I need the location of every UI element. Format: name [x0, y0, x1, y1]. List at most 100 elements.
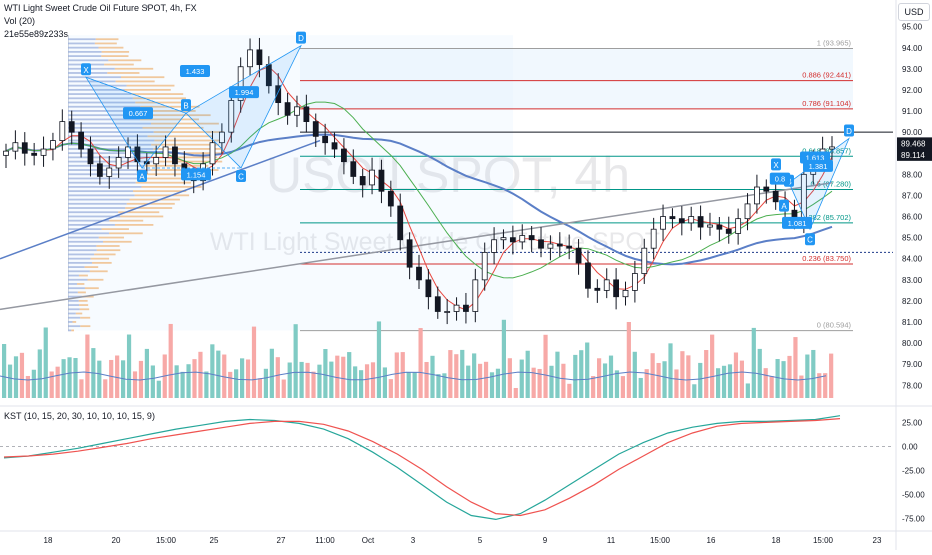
candle-body [556, 243, 563, 247]
profile-bar-up [68, 177, 147, 180]
candle [660, 204, 666, 241]
profile-bar-up [68, 93, 132, 95]
close-icon[interactable]: × [144, 2, 150, 13]
profile-bar-up [68, 245, 97, 247]
candle [21, 132, 28, 166]
volume-bar [537, 368, 542, 398]
profile-bar-down [78, 299, 88, 302]
volume-bar [430, 355, 435, 398]
profile-bar-down [96, 249, 121, 252]
volume-bar [382, 367, 387, 398]
candle-body [12, 142, 19, 152]
price-tick-label: 81.00 [902, 318, 923, 327]
volume-bar [400, 352, 405, 398]
candle-body [772, 190, 779, 203]
profile-bar-down [118, 211, 160, 214]
profile-bar-up [68, 139, 155, 142]
profile-bar-down [140, 118, 199, 121]
profile-bar-down [151, 143, 220, 146]
profile-bar-up [68, 181, 136, 184]
volume-bar [275, 357, 280, 398]
kst-legend[interactable]: KST (10, 15, 20, 30, 10, 10, 10, 15, 9) [4, 411, 155, 421]
profile-bar-up [68, 46, 99, 49]
profile-bar-up [68, 236, 99, 239]
profile-bar-down [120, 215, 164, 218]
volume-bar [448, 350, 453, 398]
fib-level-label: 1 (93.965) [817, 38, 852, 47]
volume-bar [775, 359, 780, 398]
volume-bar [192, 359, 197, 398]
volume-bar [591, 376, 596, 398]
volume-bar [2, 344, 7, 398]
candle [125, 137, 131, 170]
harmonic-ratio-box [782, 216, 812, 229]
profile-bar-down [154, 139, 226, 142]
candle [519, 224, 526, 250]
profile-bar-down [131, 93, 184, 95]
watermark-name: WTI Light Sweet Crude Oil Future SPOT [210, 228, 660, 256]
time-tick-label: 16 [707, 536, 716, 545]
candle [359, 168, 366, 198]
candle-body [416, 266, 422, 281]
volume-bar [25, 375, 30, 398]
profile-bar-down [104, 63, 134, 66]
symbol-legend[interactable]: WTI Light Sweet Crude Oil Future SPOT, 4… [4, 3, 197, 13]
price-tick-label: 93.00 [902, 65, 923, 74]
profile-bar-up [68, 76, 121, 79]
volume-bar [472, 353, 477, 398]
kst-indicator [0, 415, 893, 521]
volume-bar [73, 357, 78, 398]
volume-bar [406, 372, 411, 398]
candle [416, 254, 422, 289]
volume-bar [257, 378, 263, 398]
volume-bar [228, 371, 233, 398]
time-tick-label: Oct [362, 536, 375, 545]
candle-body [162, 146, 169, 158]
candle [641, 238, 648, 284]
candle-body [59, 121, 66, 141]
candle-body [707, 224, 713, 228]
harmonic-ratio-label: 1.154 [187, 170, 206, 179]
profile-bar-down [150, 156, 218, 159]
harmonic-point-label: D [846, 127, 852, 136]
profile-bar-up [68, 316, 81, 319]
candle-body [50, 140, 56, 150]
volume-bar [7, 364, 13, 398]
harmonic-point-marker [296, 31, 306, 44]
price-tick-label: 91.00 [902, 107, 923, 116]
candle-body [754, 186, 760, 205]
volume-bar [424, 361, 429, 398]
time-tick-label: 11 [607, 536, 616, 545]
volume-bar [745, 383, 750, 398]
volume-bar [823, 373, 828, 398]
profile-bar-down [138, 110, 196, 112]
candle-body [237, 66, 244, 101]
volume-bar [793, 337, 798, 398]
volume-bar [716, 368, 721, 398]
harmonic-ratio-label: 1.381 [809, 162, 828, 171]
harmonic-point-label: B [183, 102, 188, 111]
candle [528, 226, 535, 253]
volume-bar [31, 369, 36, 398]
profile-bar-down [101, 228, 129, 231]
volume-bar [174, 365, 179, 398]
volume-bar [67, 357, 72, 398]
candle-body [369, 169, 375, 186]
ma-fast-line [5, 66, 833, 311]
profile-bar-down [133, 190, 187, 193]
candle-body [125, 146, 131, 158]
volume-bar [567, 383, 572, 398]
candle-body [481, 252, 488, 281]
profile-bar-up [68, 50, 102, 53]
profile-bar-up [68, 329, 72, 332]
harmonic-point-label: A [139, 173, 145, 182]
currency-button[interactable]: USD [898, 3, 930, 21]
candle-body [209, 142, 216, 165]
profile-bar-up [68, 257, 91, 260]
candle [678, 206, 685, 236]
volume-legend[interactable]: Vol (20) [4, 16, 36, 26]
volume-bar [686, 355, 691, 398]
volume-bar [37, 349, 42, 398]
